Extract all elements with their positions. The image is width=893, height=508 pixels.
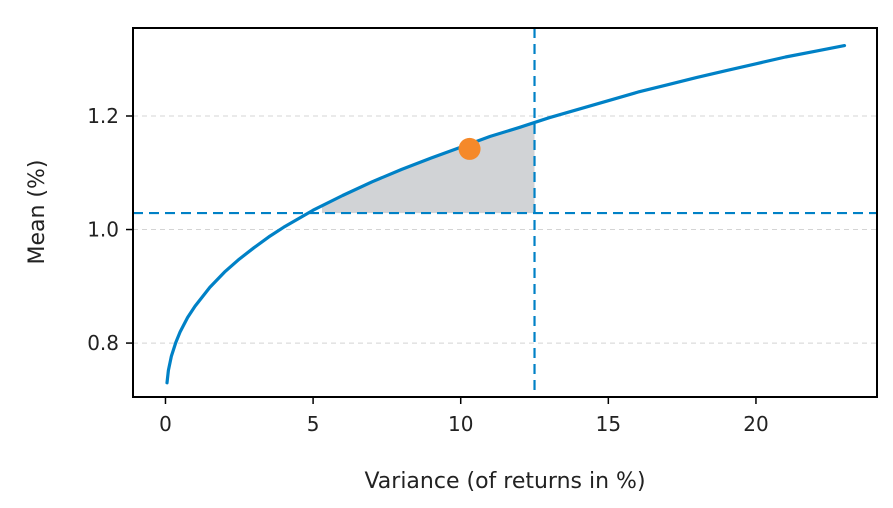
y-tick-label-2: 1.2 — [87, 104, 119, 128]
x-axis-label: Variance (of returns in %) — [364, 469, 645, 494]
x-tick-label-4: 20 — [743, 412, 768, 436]
x-tick-label-1: 5 — [307, 412, 320, 436]
x-tick-label-2: 10 — [448, 412, 473, 436]
grid-lines — [133, 115, 877, 344]
y-axis-label: Mean (%) — [25, 159, 50, 264]
frontier-curve — [165, 44, 847, 385]
y-tick-label-1: 1.0 — [87, 218, 119, 242]
shaded-region — [321, 122, 535, 214]
x-tick-label-3: 15 — [596, 412, 621, 436]
highlighted-point — [458, 137, 481, 160]
x-axis-ticks: 0 5 10 15 20 — [159, 397, 769, 436]
plot-frame — [132, 27, 878, 398]
y-tick-label-0: 0.8 — [87, 331, 119, 355]
x-tick-label-0: 0 — [159, 412, 172, 436]
y-axis-ticks: 0.8 1.0 1.2 — [87, 104, 133, 355]
